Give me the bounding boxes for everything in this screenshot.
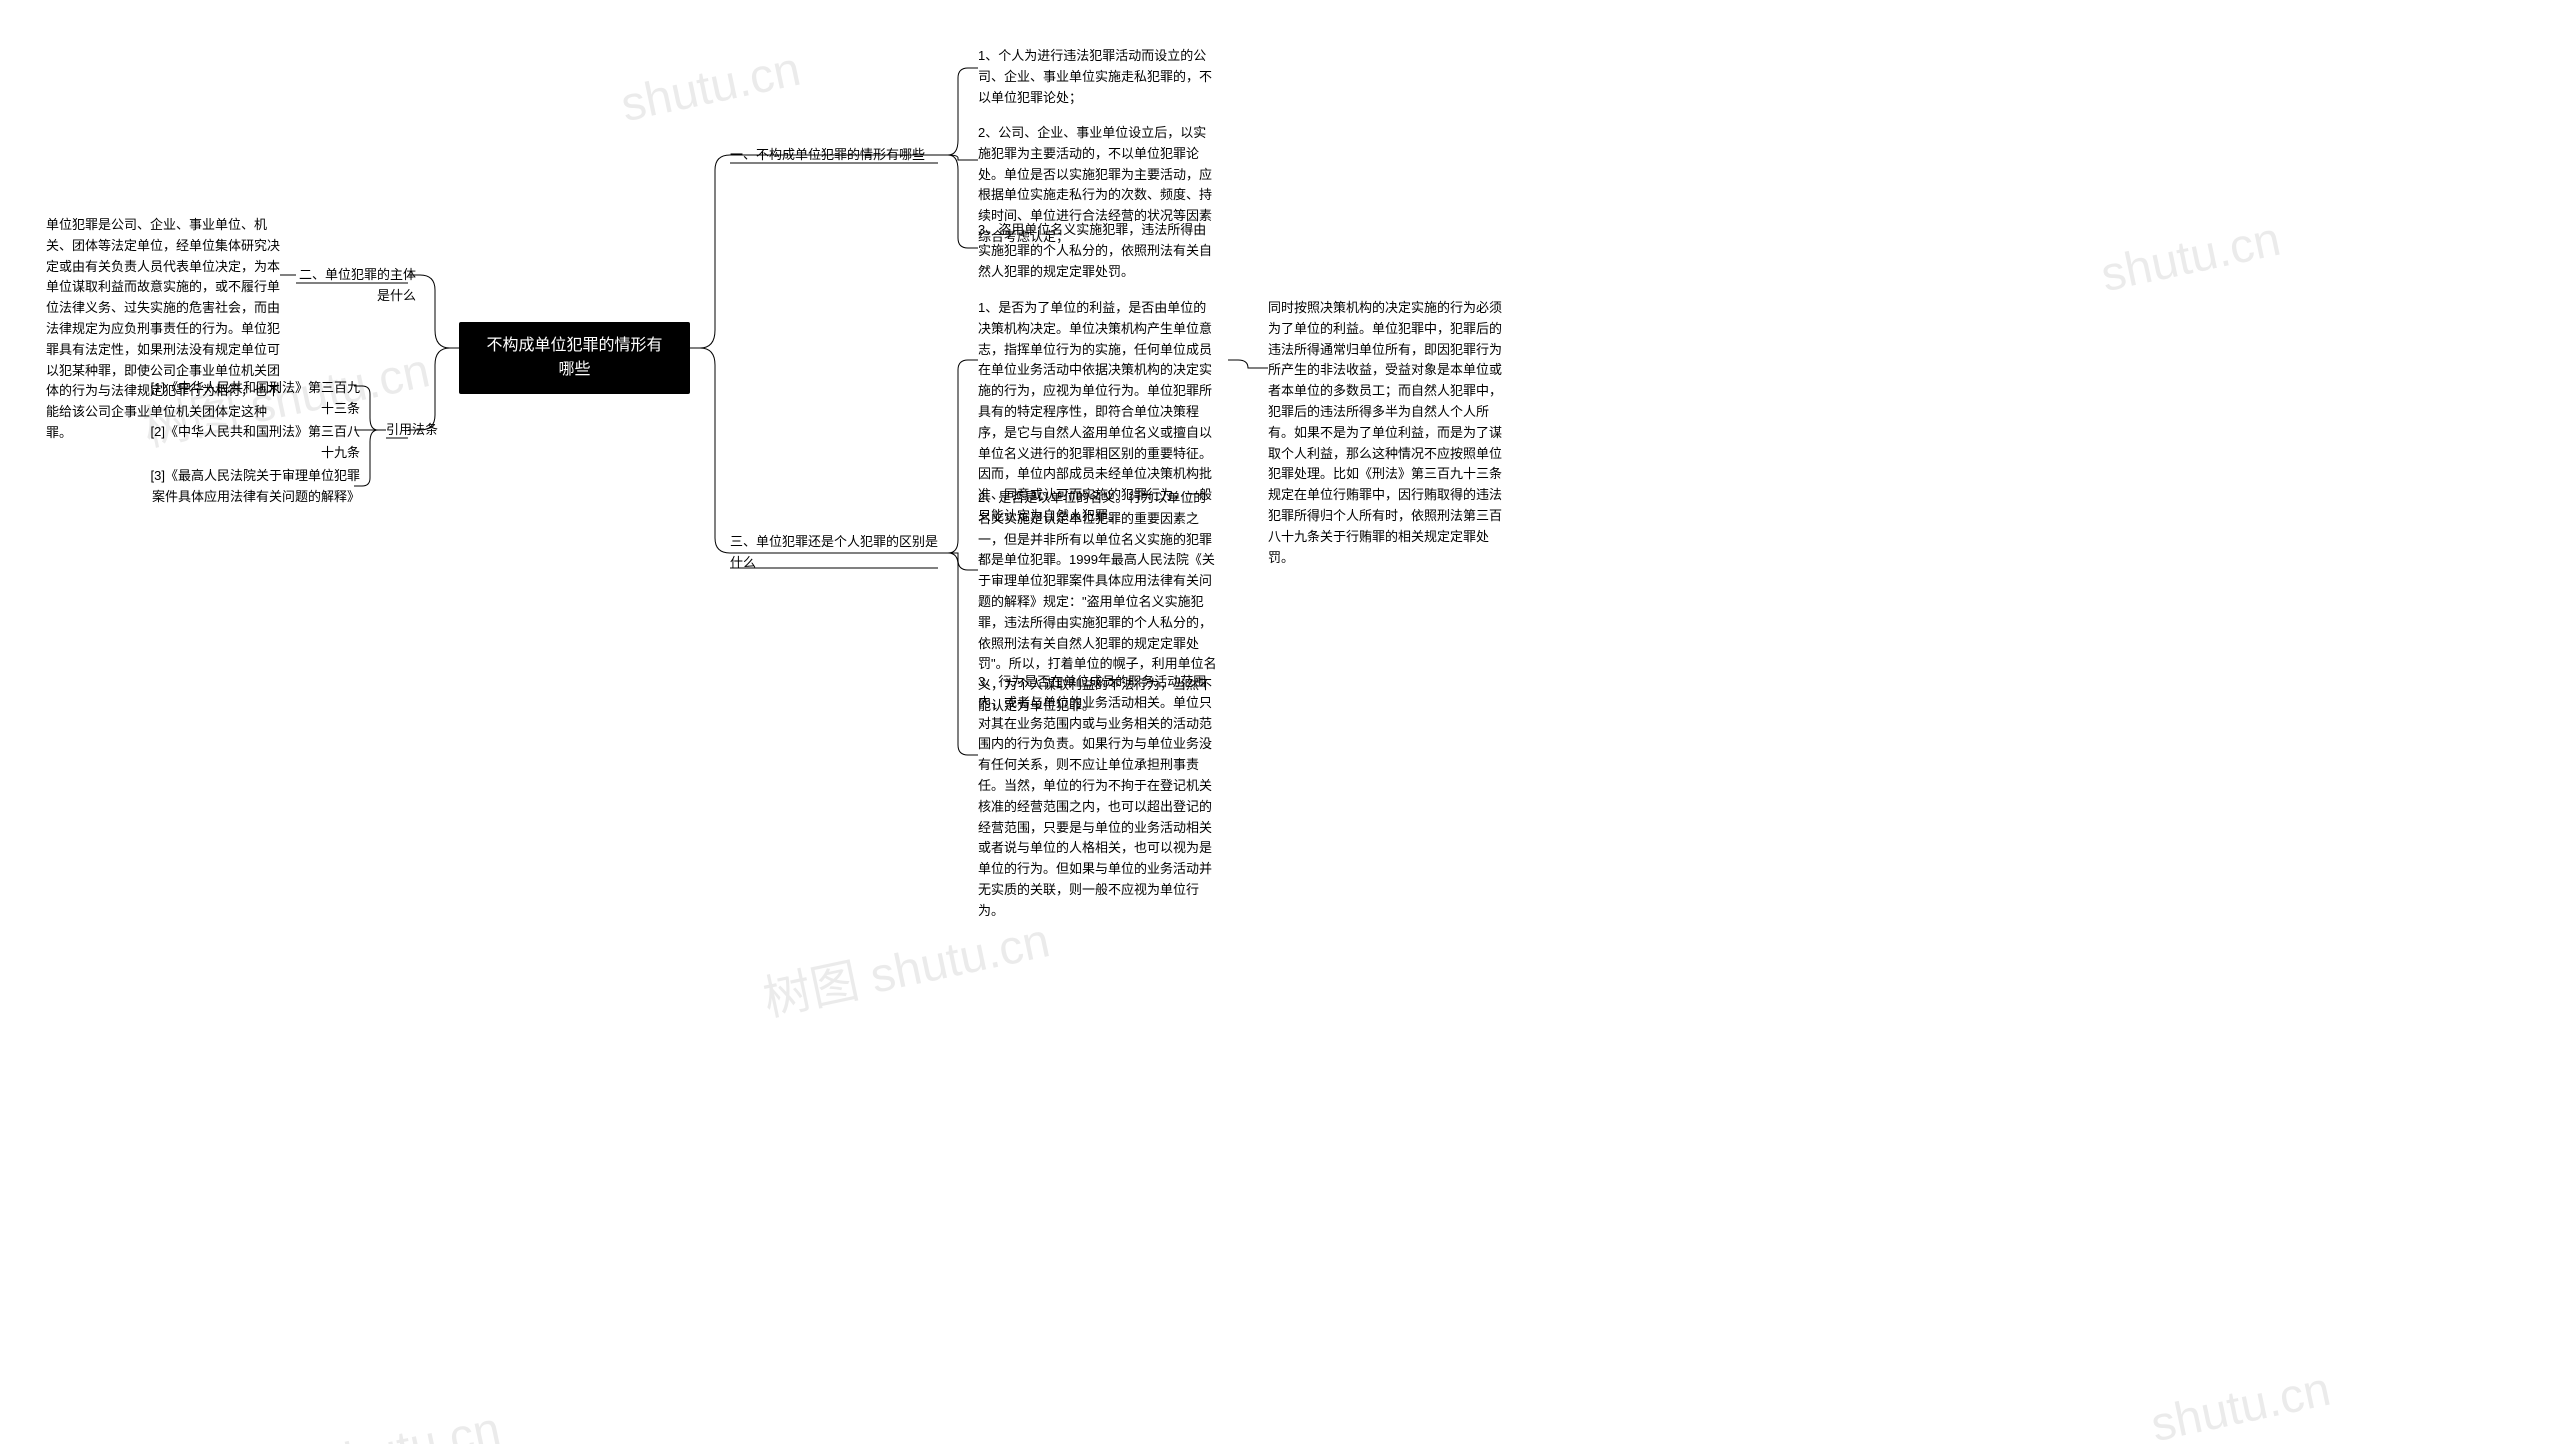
branch-3-child-0-sub: 同时按照决策机构的决定实施的行为必须为了单位的利益。单位犯罪中，犯罪后的违法所得… [1268,298,1508,568]
watermark: shutu.cn [316,1402,505,1444]
branch-1-child-2: 3、盗用单位名义实施犯罪，违法所得由实施犯罪的个人私分的，依照刑法有关自然人犯罪… [978,220,1218,282]
branch-3-label-text: 三、单位犯罪还是个人犯罪的区别是什么 [730,534,938,570]
cite-child-2-text: [3]《最高人民法院关于审理单位犯罪案件具体应用法律有关问题的解释》 [151,468,360,504]
branch-3-child-0-sub-text: 同时按照决策机构的决定实施的行为必须为了单位的利益。单位犯罪中，犯罪后的违法所得… [1268,300,1502,565]
branch-1-label: 一、不构成单位犯罪的情形有哪些 [730,145,940,166]
cite-child-2: [3]《最高人民法院关于审理单位犯罪案件具体应用法律有关问题的解释》 [146,466,360,508]
connectors-svg [0,0,2560,1444]
cite-child-1-text: [2]《中华人民共和国刑法》第三百八十九条 [151,424,360,460]
branch-3-label: 三、单位犯罪还是个人犯罪的区别是什么 [730,532,940,574]
cite-child-0: [1]《中华人民共和国刑法》第三百九十三条 [150,378,360,420]
root-node: 不构成单位犯罪的情形有哪些 [459,322,690,394]
branch-1-child-2-text: 3、盗用单位名义实施犯罪，违法所得由实施犯罪的个人私分的，依照刑法有关自然人犯罪… [978,222,1212,279]
cite-child-0-text: [1]《中华人民共和国刑法》第三百九十三条 [151,380,360,416]
watermark: shutu.cn [616,42,805,134]
cite-label: 引用法条 [386,420,416,441]
cite-child-1: [2]《中华人民共和国刑法》第三百八十九条 [150,422,360,464]
watermark: shutu.cn [2146,1362,2335,1444]
branch-2-label-text: 二、单位犯罪的主体是什么 [299,267,416,303]
cite-label-text: 引用法条 [386,422,438,437]
branch-3-child-2-text: 3、行为是否在单位成员的职务活动范围内，或者与单位的业务活动相关。单位只对其在业… [978,674,1212,918]
branch-3-child-2: 3、行为是否在单位成员的职务活动范围内，或者与单位的业务活动相关。单位只对其在业… [978,672,1218,922]
branch-1-label-text: 一、不构成单位犯罪的情形有哪些 [730,147,925,162]
root-text: 不构成单位犯罪的情形有哪些 [486,337,662,378]
branch-2-label: 二、单位犯罪的主体是什么 [296,265,416,307]
watermark: shutu.cn [2096,212,2285,304]
branch-1-child-0-text: 1、个人为进行违法犯罪活动而设立的公司、企业、事业单位实施走私犯罪的，不以单位犯… [978,48,1212,105]
branch-1-child-0: 1、个人为进行违法犯罪活动而设立的公司、企业、事业单位实施走私犯罪的，不以单位犯… [978,46,1218,108]
